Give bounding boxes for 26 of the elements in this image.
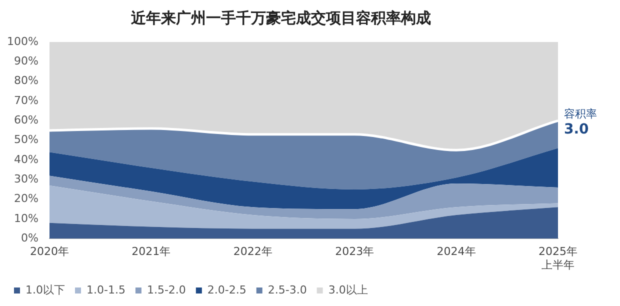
- x-tick-label: 2024年: [436, 245, 476, 258]
- legend-label: 1.0以下: [26, 283, 65, 296]
- x-tick-label: 2025年上半年: [538, 245, 578, 272]
- text: 容积率: [564, 108, 597, 120]
- y-tick-label: 10%: [14, 212, 38, 225]
- legend-label: 3.0以上: [328, 283, 368, 296]
- legend-label: 2.5-3.0: [268, 283, 307, 296]
- x-tick-label: 2023年: [335, 245, 374, 258]
- y-tick-label: 80%: [14, 74, 38, 88]
- x-tick-label: 2022年: [233, 245, 272, 258]
- y-tick-label: 50%: [14, 133, 38, 146]
- y-tick-label: 90%: [14, 54, 38, 68]
- y-tick-label: 40%: [14, 152, 38, 166]
- legend-label: 1.0-1.5: [86, 283, 126, 296]
- legend-label: 1.5-2.0: [146, 283, 186, 296]
- text: 3.0: [564, 121, 590, 138]
- y-tick-label: 20%: [14, 192, 38, 206]
- y-tick-label: 30%: [14, 172, 38, 186]
- y-tick-label: 60%: [14, 114, 38, 126]
- chart-title: 近年来广州一手千万豪宅成交项目容积率构成: [130, 8, 431, 27]
- x-tick-label: 2021年: [132, 245, 171, 258]
- y-tick-label: 0%: [20, 231, 38, 244]
- y-tick-label: 100%: [6, 34, 38, 48]
- legend-label: 2.0-2.5: [207, 283, 246, 296]
- x-tick-label: 2020年: [30, 245, 69, 258]
- y-tick-label: 70%: [14, 94, 38, 107]
